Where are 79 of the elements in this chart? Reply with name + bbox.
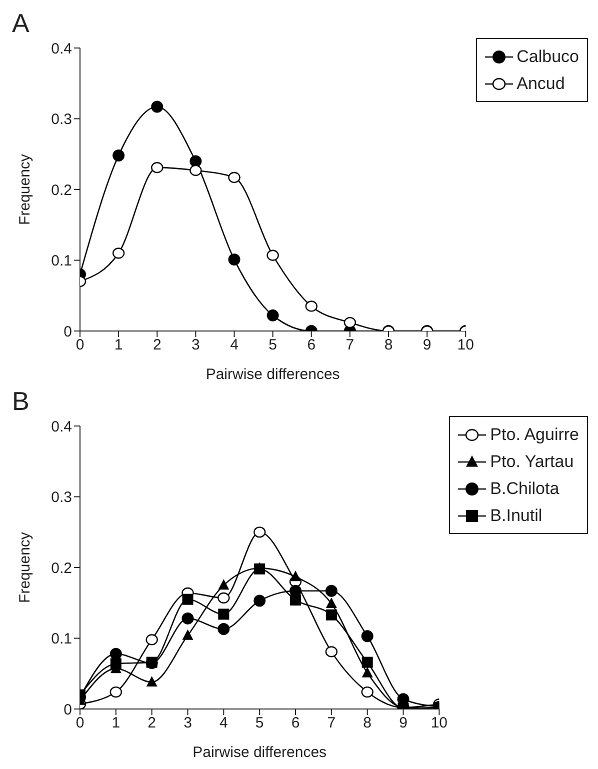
point: [361, 630, 374, 642]
point: [305, 300, 318, 312]
y-axis-title: Frequency: [16, 154, 34, 225]
point: [253, 526, 266, 538]
x-tick-label: 1: [114, 336, 123, 354]
x-tick-label: 1: [112, 714, 120, 732]
x-tick-label: 2: [148, 714, 156, 732]
point: [112, 248, 125, 259]
point: [182, 594, 194, 605]
y-tick-label: 0.2: [51, 560, 72, 577]
point: [326, 598, 337, 608]
x-tick-label: 0: [76, 336, 84, 354]
x-tick-label: 7: [327, 714, 336, 732]
chart-title: B: [12, 386, 30, 417]
point: [190, 164, 202, 176]
x-tick-label: 5: [268, 336, 277, 354]
legend-label: Pto. Yartau: [490, 451, 574, 473]
x-tick-label: 7: [346, 336, 354, 354]
point: [110, 686, 122, 698]
point: [218, 592, 230, 604]
point: [254, 594, 266, 607]
y-tick-label: 0.4: [51, 40, 72, 58]
legend-label: Calbuco: [516, 46, 579, 68]
point: [290, 570, 302, 582]
y-axis-title: Frequency: [16, 532, 34, 603]
x-tick-label: 2: [152, 336, 162, 354]
x-tick-label: 8: [363, 714, 372, 732]
point: [182, 629, 194, 640]
point: [146, 676, 158, 687]
point: [151, 100, 164, 113]
x-tick-label: 8: [384, 336, 393, 354]
legend-label: Pto. Aguirre: [490, 424, 579, 446]
point: [146, 634, 158, 646]
x-tick-label: 9: [399, 714, 408, 732]
point: [325, 584, 338, 597]
point: [182, 612, 194, 624]
point: [361, 686, 374, 698]
y-tick-label: 0.3: [51, 111, 72, 128]
legend-label: B.Inutil: [490, 505, 542, 527]
point: [110, 648, 122, 660]
x-axis-title: Pairwise differences: [192, 744, 327, 761]
x-axis-title: Pairwise differences: [206, 366, 340, 383]
x-tick-label: 9: [422, 336, 432, 354]
y-tick-label: 0.3: [51, 489, 72, 506]
y-tick-label: 0.1: [51, 630, 72, 648]
point: [151, 162, 164, 174]
x-tick-label: 4: [219, 714, 228, 732]
point: [112, 150, 125, 162]
x-tick-label: 5: [255, 714, 264, 732]
point: [228, 172, 240, 184]
y-tick-label: 0.2: [51, 182, 72, 199]
y-tick-label: 0: [64, 701, 72, 718]
legend-label: Ancud: [516, 73, 565, 95]
point: [228, 254, 240, 266]
x-tick-label: 10: [457, 336, 474, 354]
point: [218, 623, 230, 636]
y-tick-label: 0.4: [51, 418, 72, 436]
point: [344, 316, 356, 328]
point: [266, 250, 279, 261]
point: [325, 646, 338, 658]
x-tick-label: 0: [76, 714, 84, 732]
point: [362, 656, 373, 668]
point: [190, 155, 202, 168]
y-tick-label: 0.1: [51, 252, 72, 270]
point: [218, 579, 230, 590]
x-tick-label: 6: [307, 336, 316, 354]
x-tick-label: 6: [291, 714, 300, 732]
point: [290, 594, 302, 606]
x-tick-label: 10: [430, 714, 448, 732]
x-tick-label: 3: [184, 714, 192, 732]
point: [266, 309, 279, 322]
point: [218, 608, 230, 620]
legend-label: B.Chilota: [490, 478, 560, 500]
x-tick-label: 3: [192, 336, 200, 354]
point: [362, 666, 373, 678]
point: [326, 609, 337, 620]
x-tick-label: 4: [230, 336, 238, 354]
chart-title: A: [12, 8, 30, 39]
y-tick-label: 0: [64, 323, 72, 340]
